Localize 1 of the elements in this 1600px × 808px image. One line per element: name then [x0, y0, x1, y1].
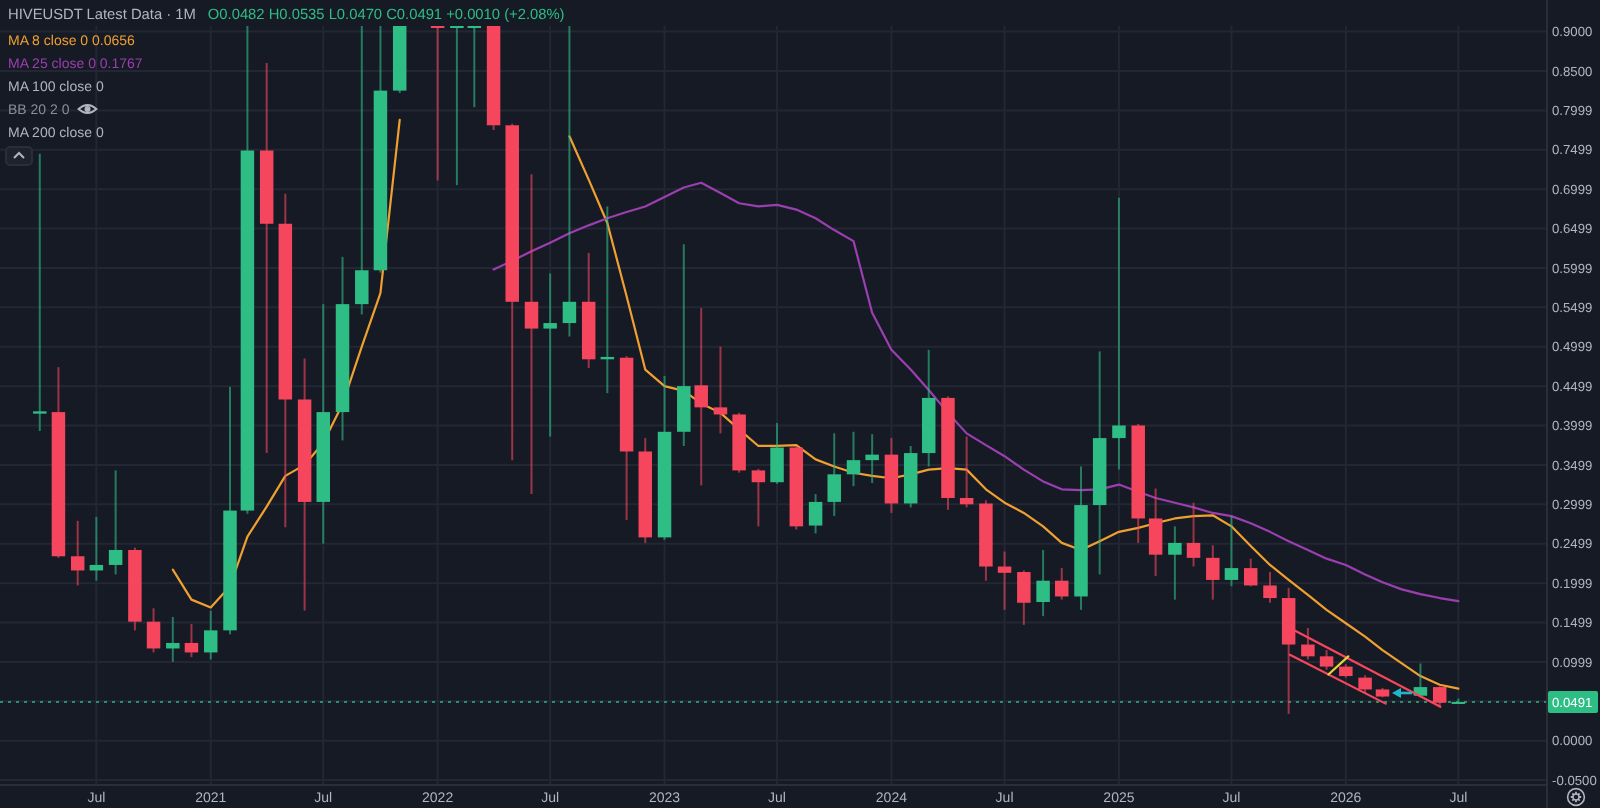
line-series — [492, 181, 1460, 603]
